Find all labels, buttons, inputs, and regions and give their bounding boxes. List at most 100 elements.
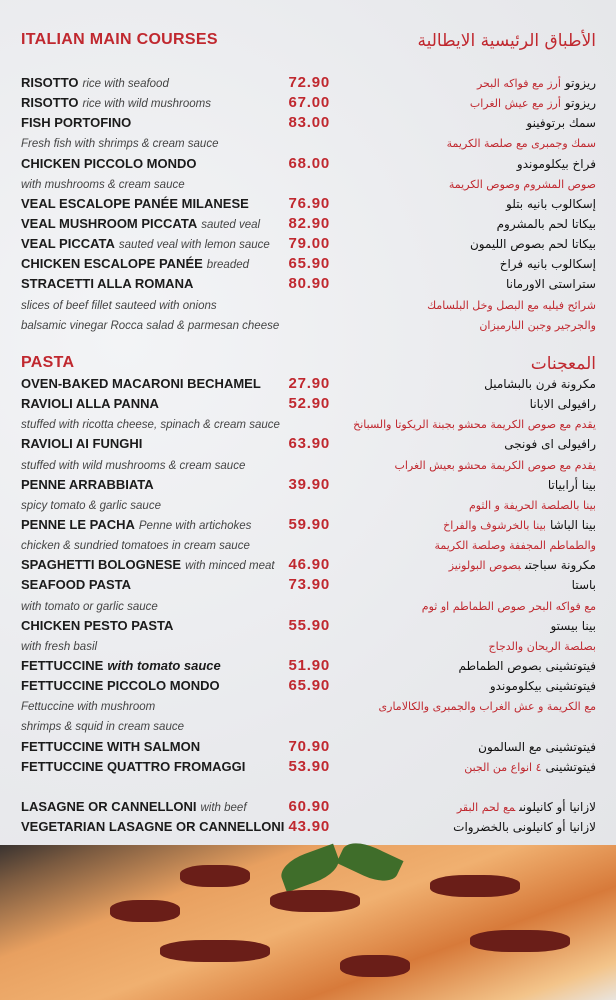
dish-name: CHICKEN ESCALOPE PANÉE — [21, 256, 203, 272]
english-text: slices of beef fillet sauteed with onion… — [21, 295, 217, 316]
dish-price: 43.90 — [288, 818, 330, 836]
menu-item-description: with fresh basil بصلصة الريحان والدجاج — [0, 636, 616, 656]
section-title-arabic: الأطباق الرئيسية الايطالية — [417, 31, 596, 51]
section-title: ITALIAN MAIN COURSES — [21, 31, 218, 48]
arabic-text: بينا أرابياتا — [548, 475, 596, 495]
menu-item: FISH PORTOFINO 83.00 سمك برتوفينو — [0, 113, 616, 133]
menu-item: CHICKEN PESTO PASTA 55.90 بينا بيستو — [0, 616, 616, 636]
dish-price: 51.90 — [288, 656, 330, 674]
menu-item: FETTUCCINE with tomato sauce 51.90 فيتوتشين… — [0, 656, 616, 676]
dish-description-arabic: بينا بالصلصة الحريفة و الثوم — [468, 498, 596, 512]
arabic-text: يقدم مع صوص الكريمة محشو بعيش الغراب — [394, 455, 596, 476]
menu-item-description: shrimps & squid in cream sauce — [0, 716, 616, 736]
english-text: CHICKEN PESTO PASTA — [21, 616, 173, 636]
dish-name: PENNE LE PACHA — [21, 516, 135, 532]
dish-name-arabic: مكرونة سباجتى — [524, 558, 596, 573]
arabic-text: ستراستى الاورمانا — [506, 274, 596, 294]
dish-price: 46.90 — [288, 556, 330, 574]
dish-name-arabic: بيكاتا لحم بالمشروم — [496, 216, 596, 231]
menu-item-description: with tomato or garlic sauce مع فواكه البح… — [0, 596, 616, 616]
menu-item-description: balsamic vinegar Rocca salad & parmesan … — [0, 315, 616, 335]
dish-name-arabic: باستا — [571, 578, 596, 593]
dish-name: RISOTTO — [21, 75, 79, 90]
english-text: SEAFOOD PASTA — [21, 575, 131, 595]
dish-name-arabic: فيتوتشينى بصوص الطماطم — [458, 658, 596, 673]
arabic-text: فيتوتشينى مع السالمون — [478, 737, 596, 757]
english-text: stuffed with ricotta cheese, spinach & c… — [21, 414, 280, 435]
arabic-text: مع فواكه البحر صوص الطماطم او ثوم — [422, 596, 596, 617]
menu-item: SPAGHETTI BOLOGNESE with minced meat 46.90… — [0, 555, 616, 575]
english-text: VEGETARIAN LASAGNE OR CANNELLONI — [21, 817, 284, 837]
dish-name: VEAL ESCALOPE PANÉE MILANESE — [21, 195, 249, 211]
dish-name: VEAL PICCATA — [21, 236, 115, 252]
english-text: Fettuccine with mushroom — [21, 696, 155, 717]
menu-item-description: Fresh fish with shrimps & cream sauce سمك… — [0, 133, 616, 153]
dish-name: PENNE ARRABBIATA — [21, 476, 154, 492]
menu-item: FETTUCCINE PICCOLO MONDO 65.90 فيتوتشينى ب… — [0, 676, 616, 696]
menu-item: STRACETTI ALLA ROMANA 80.90 ستراستى الاورم… — [0, 274, 616, 294]
arabic-text: فيتوتشينى بيكلوموندو — [490, 676, 596, 696]
english-text: SPAGHETTI BOLOGNESE with minced meat — [21, 555, 275, 576]
menu-item: CHICKEN PICCOLO MONDO 68.00 فراخ بيكلوموند… — [0, 154, 616, 174]
menu-item: PENNE ARRABBIATA 39.90 بينا أرابياتا — [0, 475, 616, 495]
english-text: FETTUCCINE PICCOLO MONDO — [21, 676, 220, 696]
dish-name-arabic: بيكاتا لحم بصوص الليمون — [469, 237, 596, 252]
english-text: RISOTTO rice with wild mushrooms — [21, 93, 211, 114]
dish-description-arabic: صوص المشروم وصوص الكريمة — [448, 177, 596, 191]
english-text: spicy tomato & garlic sauce — [21, 495, 161, 516]
dish-description: sauted veal with lemon sauce — [118, 239, 270, 252]
english-text: FISH PORTOFINO — [21, 113, 131, 133]
dish-description: spicy tomato & garlic sauce — [21, 499, 161, 512]
arabic-text: ريزوتوأرز مع عيش الغراب — [470, 93, 596, 114]
dish-name-arabic: لازانيا أو كانيلونى بالخضروات — [453, 820, 596, 835]
dish-price: 60.90 — [288, 797, 330, 815]
dish-name-arabic: سمك برتوفينو — [526, 116, 596, 131]
dish-description: Penne with artichokes — [138, 519, 252, 532]
dish-name: SPAGHETTI BOLOGNESE — [21, 557, 182, 573]
menu-item: VEAL PICCATA sauted veal with lemon sauce… — [0, 234, 616, 254]
arabic-text: لازانيا أو كانيلونىمع لحم البقر — [457, 797, 596, 818]
dish-description: stuffed with wild mushrooms & cream sauc… — [21, 459, 246, 472]
arabic-text: إسكالوب بانيه بتلو — [506, 194, 596, 214]
english-text: RAVIOLI ALLA PANNA — [21, 394, 159, 414]
dish-description: balsamic vinegar Rocca salad & parmesan … — [21, 319, 280, 332]
dish-price: 63.90 — [288, 435, 330, 453]
dish-description: slices of beef fillet sauteed with onion… — [21, 299, 217, 312]
menu-item-description — [0, 777, 616, 797]
dish-description-arabic: بصلصة الريحان والدجاج — [488, 639, 597, 653]
arabic-text: بصلصة الريحان والدجاج — [489, 636, 597, 657]
menu-item: VEGETARIAN LASAGNE OR CANNELLONI 43.90 لاز… — [0, 817, 616, 837]
arabic-text: بينا بيستو — [550, 616, 596, 636]
dish-description: shrimps & squid in cream sauce — [21, 721, 184, 734]
dish-description-arabic: مع لحم البقر — [456, 800, 516, 814]
dish-description-arabic: مع الكريمة و عش الغراب والجمبرى والكالام… — [378, 700, 596, 714]
english-text: OVEN-BAKED MACARONI BECHAMEL — [21, 374, 261, 394]
arabic-text: فيتوتشينى٤ انواع من الجبن — [464, 757, 596, 778]
dish-name-arabic: بينا بيستو — [550, 618, 596, 633]
english-text: FETTUCCINE with tomato sauce — [21, 656, 221, 676]
dish-name: LASAGNE OR CANNELLONI — [21, 798, 197, 814]
dish-name: RAVIOLI ALLA PANNA — [21, 396, 159, 412]
dish-name: FETTUCCINE — [21, 657, 104, 673]
arabic-text: مع الكريمة و عش الغراب والجمبرى والكالام… — [379, 696, 596, 717]
menu-item: CHICKEN ESCALOPE PANÉE breaded 65.90 إسكالو… — [0, 254, 616, 274]
dish-name-arabic: إسكالوب بانيه بتلو — [506, 196, 596, 211]
arabic-text: بيكاتا لحم بالمشروم — [497, 214, 596, 234]
dish-name-arabic: رافيولى اى فونجى — [504, 437, 596, 452]
menu-item-description: spicy tomato & garlic sauce بينا بالصلصة … — [0, 495, 616, 515]
menu-item: RISOTTO rice with seafood 72.90 ريزوتوأرز م… — [0, 73, 616, 93]
english-text: VEAL MUSHROOM PICCATA sauted veal — [21, 214, 260, 235]
arabic-text: إسكالوب بانيه فراخ — [500, 254, 596, 274]
english-text: balsamic vinegar Rocca salad & parmesan … — [21, 315, 279, 336]
dish-name-arabic: رافيولى الابانا — [529, 397, 596, 412]
english-text: STRACETTI ALLA ROMANA — [21, 274, 193, 294]
dish-name-arabic: مكرونة فرن بالبشاميل — [484, 377, 596, 391]
arabic-text: شرائح فيليه مع البصل وخل البلسامك — [427, 295, 596, 316]
dish-description-arabic: أرز مع عيش الغراب — [469, 97, 561, 111]
english-text: FETTUCCINE QUATTRO FROMAGGI — [21, 757, 245, 777]
menu-item-description: chicken & sundried tomatoes in cream sau… — [0, 535, 616, 555]
dish-name-arabic: فيتوتشينى بيكلوموندو — [489, 679, 596, 694]
arabic-text: بيكاتا لحم بصوص الليمون — [470, 234, 596, 254]
english-text: LASAGNE OR CANNELLONI with beef — [21, 797, 247, 818]
arabic-text: والجرجير وجبن البارميزان — [479, 315, 596, 336]
